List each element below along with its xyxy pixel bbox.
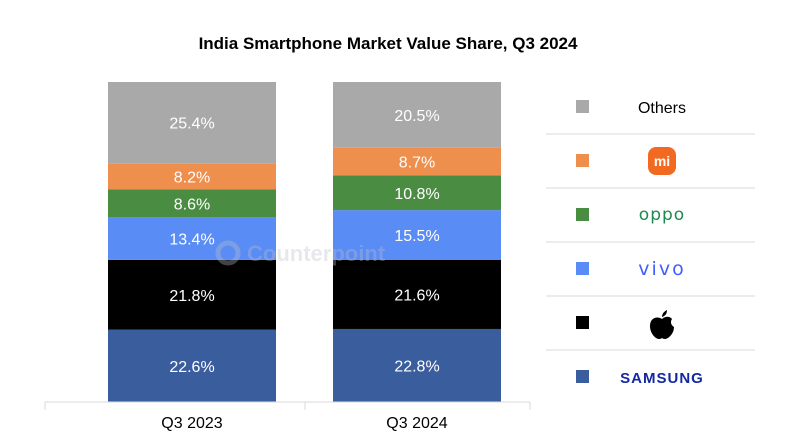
- data-label-apple-2: 21.6%: [394, 287, 439, 304]
- legend-swatch: [576, 100, 589, 113]
- oppo-logo-icon: oppo: [639, 205, 685, 225]
- legend-item-samsung: SAMSUNG: [576, 370, 704, 387]
- chart-title: India Smartphone Market Value Share, Q3 …: [199, 34, 578, 53]
- x-tick-label: Q3 2023: [161, 415, 222, 432]
- counterpoint-logo-icon: [215, 240, 241, 266]
- bar-segment-vivo-2: [333, 210, 501, 260]
- bar-segment-xiaomi-1: [108, 163, 276, 190]
- xiaomi-logo-icon: mi: [648, 147, 676, 175]
- legend-swatch: [576, 208, 589, 221]
- bar-segment-xiaomi-2: [333, 147, 501, 176]
- apple-logo-icon: [650, 310, 674, 339]
- data-label-xiaomi-2: 8.7%: [399, 155, 435, 172]
- data-label-vivo-2: 15.5%: [394, 228, 439, 245]
- svg-text:mi: mi: [654, 153, 670, 169]
- bars-layer: 22.6% 21.8% 13.4% 8.6% 8.2% 25.4% 22.8% 21.6% 15…: [108, 82, 501, 402]
- legend-item-xiaomi: mi: [576, 147, 676, 175]
- legend-item-vivo: vivo: [576, 258, 685, 280]
- legend-label-others: Others: [638, 100, 686, 117]
- x-axis: Q3 2023 Q3 2024: [44, 401, 531, 432]
- bar-segment-apple-1: [108, 259, 276, 330]
- bar-segment-samsung-2: [333, 328, 501, 402]
- legend-item-apple: [576, 310, 674, 339]
- bar-segment-vivo-1: [108, 217, 276, 260]
- legend-swatch: [576, 154, 589, 167]
- data-label-apple-1: 21.8%: [169, 288, 214, 305]
- legend-item-oppo: oppo: [576, 205, 685, 225]
- legend-swatch: [576, 370, 589, 383]
- bar-segment-others-1: [108, 82, 276, 164]
- bar-segment-oppo-1: [108, 189, 276, 218]
- data-label-samsung-2: 22.8%: [394, 358, 439, 375]
- legend-swatch: [576, 316, 589, 329]
- x-tick-label: Q3 2024: [386, 415, 447, 432]
- legend-swatch: [576, 262, 589, 275]
- bar-segment-oppo-2: [333, 175, 501, 211]
- legend: Others mi oppo vivo SAMSUNG: [546, 100, 755, 387]
- data-label-vivo-1: 13.4%: [169, 231, 214, 248]
- data-label-oppo-1: 8.6%: [174, 196, 210, 213]
- watermark: Counterpoint: [215, 240, 386, 266]
- data-label-others-2: 20.5%: [394, 108, 439, 125]
- data-label-xiaomi-1: 8.2%: [174, 169, 210, 186]
- data-label-samsung-1: 22.6%: [169, 359, 214, 376]
- bar-segment-others-2: [333, 82, 501, 148]
- data-label-oppo-2: 10.8%: [394, 186, 439, 203]
- legend-item-others: Others: [576, 100, 686, 117]
- vivo-logo-icon: vivo: [638, 258, 685, 280]
- bar-segment-apple-2: [333, 259, 501, 329]
- data-label-others-1: 25.4%: [169, 116, 214, 133]
- watermark-text: Counterpoint: [247, 241, 386, 266]
- bar-segment-samsung-1: [108, 329, 276, 402]
- samsung-logo-icon: SAMSUNG: [620, 370, 704, 387]
